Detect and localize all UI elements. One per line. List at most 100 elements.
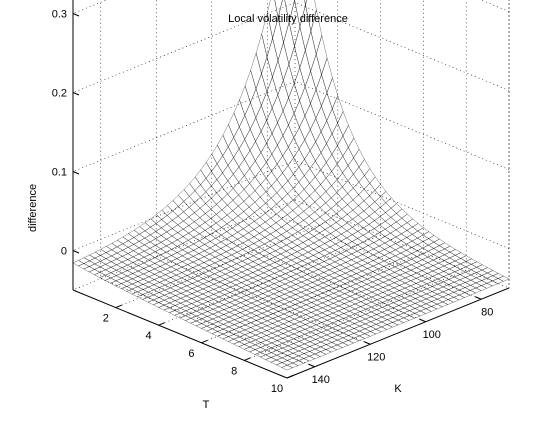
surface-patch: [202, 312, 213, 317]
surface-patch: [341, 231, 352, 238]
surface-patch: [308, 267, 319, 272]
surface-patch: [245, 328, 256, 333]
surface-patch: [399, 308, 410, 313]
surface-patch: [380, 213, 391, 222]
surface-patch: [327, 323, 338, 328]
surface-patch: [160, 269, 171, 274]
surface-patch: [347, 219, 358, 227]
surface-patch: [240, 310, 251, 315]
surface-patch: [385, 240, 396, 246]
surface-patch: [193, 271, 204, 276]
surface-patch: [340, 262, 351, 267]
surface-patch: [365, 327, 376, 332]
surface-patch: [367, 292, 378, 297]
surface-patch: [284, 22, 295, 64]
surface-patch: [353, 206, 364, 216]
surface-patch: [132, 276, 143, 281]
k-tick-label: 80: [481, 306, 493, 318]
surface-patch: [317, 298, 328, 303]
surface-patch: [466, 259, 477, 265]
surface-patch: [302, 269, 313, 274]
surface-patch: [309, 212, 320, 221]
surface-patch: [465, 285, 476, 290]
surface-patch: [348, 188, 359, 200]
surface-patch: [116, 268, 127, 273]
surface-patch: [116, 278, 127, 283]
surface-patch: [404, 301, 415, 306]
surface-patch: [227, 236, 238, 243]
surface-patch: [171, 275, 182, 280]
surface-patch: [406, 254, 417, 260]
surface-patch: [476, 286, 487, 291]
surface-patch: [333, 321, 344, 326]
surface-patch: [299, 140, 310, 160]
surface-patch: [280, 284, 291, 289]
surface-patch: [217, 156, 228, 173]
surface-patch: [187, 284, 198, 289]
surface-patch: [364, 183, 375, 196]
surface-patch: [245, 323, 256, 328]
surface-patch: [206, 186, 217, 198]
surface-patch: [315, 347, 326, 352]
surface-patch: [391, 230, 402, 237]
surface-patch: [164, 303, 175, 308]
surface-patch: [470, 288, 481, 293]
surface-patch: [266, 343, 277, 348]
surface-patch: [471, 278, 482, 283]
surface-patch: [240, 86, 251, 116]
surface-patch: [434, 252, 445, 258]
surface-patch: [173, 216, 184, 225]
surface-patch: [198, 279, 209, 284]
surface-patch: [117, 250, 128, 256]
surface-patch: [199, 238, 210, 245]
surface-patch: [249, 229, 260, 236]
surface-patch: [176, 267, 187, 272]
surface-patch: [361, 284, 372, 289]
surface-patch: [222, 215, 233, 224]
surface-patch: [267, 319, 278, 324]
surface-patch: [288, 174, 299, 188]
z-tick: [73, 251, 79, 254]
surface-patch: [361, 299, 372, 304]
surface-patch: [245, 337, 256, 342]
surface-patch: [149, 263, 160, 269]
surface-patch: [357, 248, 368, 254]
surface-patch: [187, 273, 198, 278]
surface-patch: [396, 234, 407, 241]
surface-patch: [89, 269, 100, 274]
surface-patch: [208, 294, 219, 299]
surface-patch: [161, 224, 172, 232]
surface-patch: [171, 259, 182, 265]
surface-patch: [426, 302, 437, 307]
surface-patch: [454, 295, 465, 300]
surface-patch: [330, 237, 341, 244]
surface-patch: [236, 288, 247, 293]
surface-patch: [265, 241, 276, 248]
surface-patch: [170, 286, 181, 291]
surface-patch: [354, 149, 365, 167]
t-tick: [201, 340, 207, 343]
surface-patch: [316, 318, 327, 323]
surface-patch: [171, 270, 182, 275]
surface-patch: [371, 310, 382, 315]
surface-patch: [310, 349, 321, 354]
surface-patch: [150, 245, 161, 251]
surface-patch: [203, 287, 214, 292]
surface-patch: [221, 245, 232, 251]
surface-patch: [198, 289, 209, 294]
surface-patch: [347, 242, 358, 248]
surface-patch: [332, 180, 343, 193]
surface-patch: [349, 324, 360, 329]
surface-patch: [287, 200, 298, 210]
surface-patch: [300, 315, 311, 320]
surface-patch: [459, 288, 470, 293]
surface-patch: [275, 260, 286, 266]
surface-patch: [244, 183, 255, 196]
surface-patch: [405, 286, 416, 291]
surface-patch: [315, 170, 326, 185]
surface-patch: [320, 203, 331, 213]
surface-patch: [476, 281, 487, 286]
surface-patch: [188, 250, 199, 256]
surface-patch: [228, 113, 239, 138]
surface-patch: [337, 136, 348, 156]
